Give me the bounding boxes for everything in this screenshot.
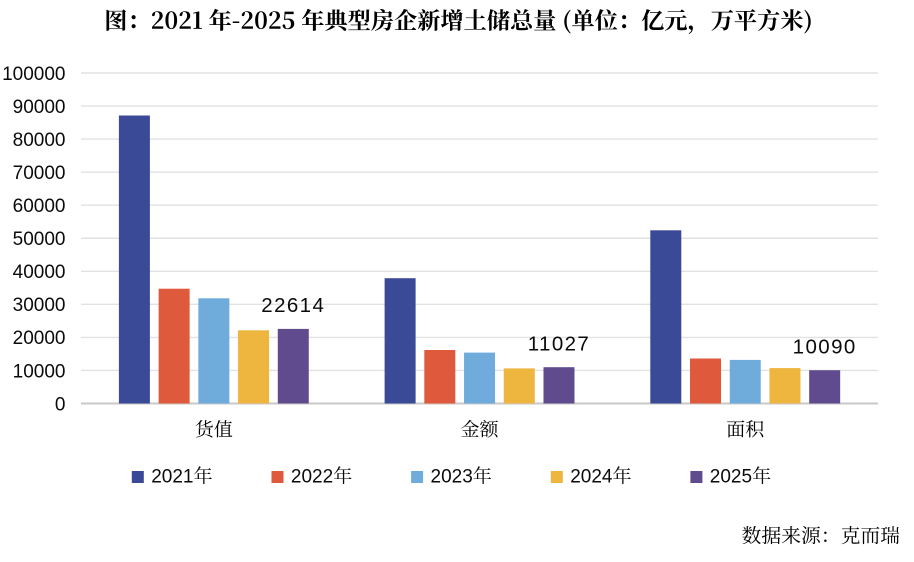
svg-text:2022: 2022 xyxy=(291,467,333,488)
svg-text:60000: 60000 xyxy=(13,196,66,217)
svg-text:50000: 50000 xyxy=(13,229,66,250)
svg-text:20000: 20000 xyxy=(13,328,66,349)
svg-text:2021: 2021 xyxy=(151,467,193,488)
svg-text:22614: 22614 xyxy=(261,294,325,317)
svg-text:10090: 10090 xyxy=(793,335,857,358)
svg-text:90000: 90000 xyxy=(13,97,66,118)
svg-text:70000: 70000 xyxy=(13,163,66,184)
svg-text:2025: 2025 xyxy=(710,467,752,488)
svg-text:0: 0 xyxy=(55,394,66,415)
svg-text:11027: 11027 xyxy=(528,332,590,355)
svg-text:2023: 2023 xyxy=(431,467,473,488)
svg-text:80000: 80000 xyxy=(13,130,66,151)
svg-text:30000: 30000 xyxy=(13,295,66,316)
svg-text:10000: 10000 xyxy=(13,361,66,382)
svg-text:2024: 2024 xyxy=(570,467,613,488)
svg-text:100000: 100000 xyxy=(2,64,65,85)
svg-text:40000: 40000 xyxy=(13,262,66,283)
